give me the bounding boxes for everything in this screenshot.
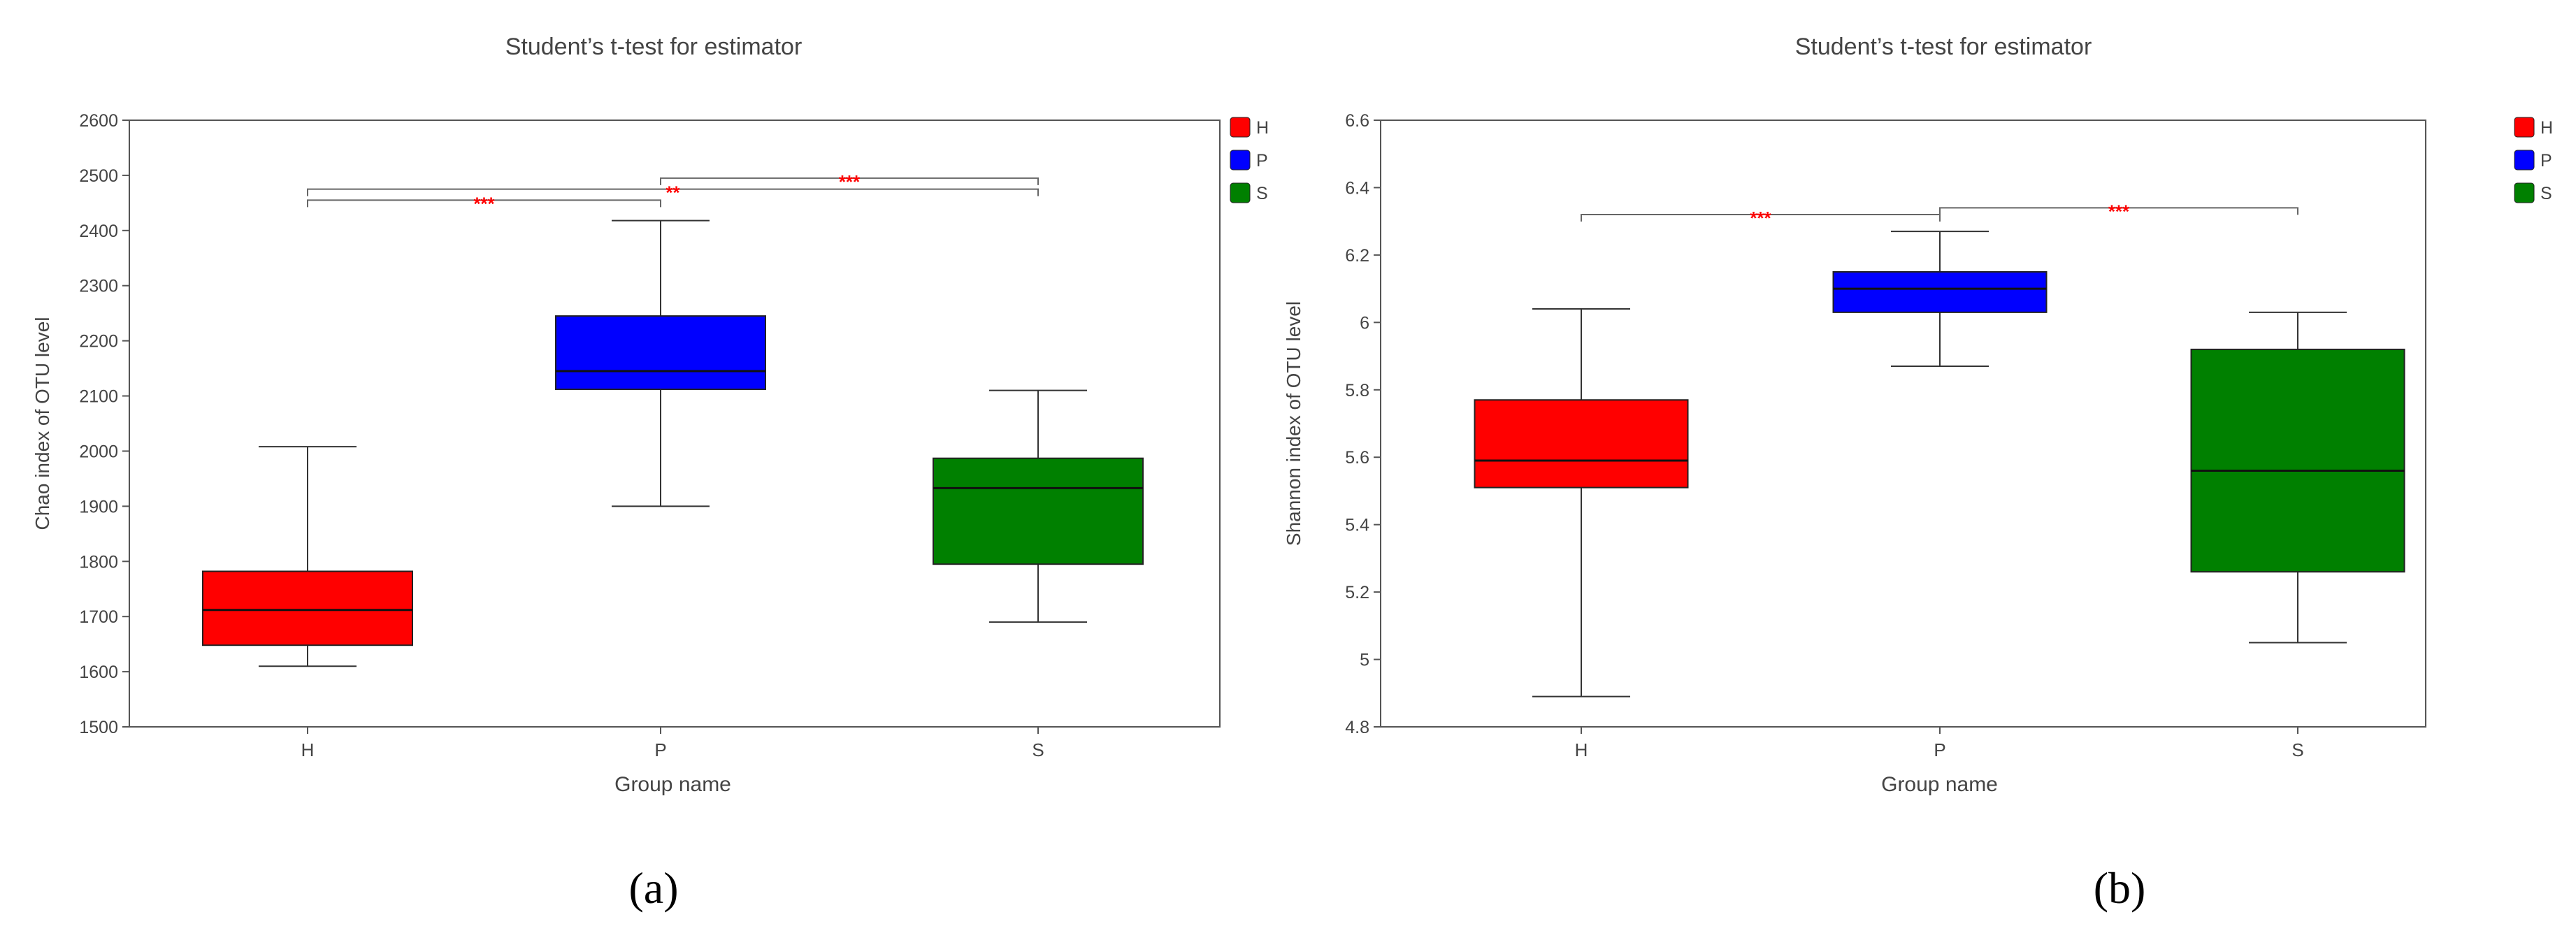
chart-title: Student’s t-test for estimator [1795, 34, 2092, 60]
bracket-line [660, 177, 1039, 185]
y-tick-label: 1600 [79, 663, 118, 682]
legend-label: S [2540, 184, 2552, 203]
legend-item-p: P [2514, 150, 2552, 171]
legend-swatch [1230, 117, 1251, 138]
significance-label: *** [1750, 208, 1771, 229]
significance-bracket: *** [1939, 201, 2298, 222]
legend-item-s: S [1230, 182, 1268, 203]
box-iqr [555, 315, 766, 391]
y-tick-label: 1500 [79, 718, 118, 737]
box-iqr [2190, 348, 2405, 573]
box-h [1474, 308, 1689, 697]
box-iqr [202, 570, 413, 646]
chart-shannon: Student’s t-test for estimator 4.8 5 5.2 5.4… [1283, 34, 2553, 913]
significance-label: ** [665, 182, 680, 203]
y-tick-label: 2200 [79, 332, 118, 352]
legend-swatch [2514, 117, 2535, 138]
x-tick-label: H [1575, 739, 1588, 760]
y-tick-label: 4.8 [1345, 718, 1369, 737]
x-tick-label: P [654, 739, 666, 760]
bracket-line [1939, 207, 2298, 215]
panel-caption: (b) [2094, 863, 2146, 913]
box-s [933, 389, 1144, 623]
significance-label: *** [839, 171, 861, 192]
y-tick-label: 6.4 [1345, 178, 1369, 198]
bracket-line [1581, 214, 1941, 222]
significance-bracket: *** [660, 171, 1039, 192]
box-iqr [1474, 399, 1689, 489]
y-tick-label: 5.4 [1345, 516, 1369, 535]
x-axis-label: Group name [614, 773, 731, 796]
box-iqr [1832, 271, 2048, 313]
legend-label: P [2540, 151, 2552, 171]
x-tick-label: H [301, 739, 315, 760]
y-tick-label: 2400 [79, 222, 118, 241]
y-tick-label: 2300 [79, 277, 118, 296]
y-tick-label: 1800 [79, 552, 118, 572]
legend-label: H [2540, 118, 2553, 138]
legend-item-p: P [1230, 150, 1268, 171]
box-h [202, 446, 413, 667]
y-tick-label: 2000 [79, 442, 118, 461]
y-tick-label: 1700 [79, 607, 118, 627]
significance-label: *** [2108, 201, 2130, 222]
x-tick-label: S [1032, 739, 1044, 760]
x-tick-label: P [1934, 739, 1945, 760]
x-axis-label: Group name [1881, 773, 1998, 796]
y-tick-label: 5.2 [1345, 583, 1369, 602]
legend-swatch [2514, 150, 2535, 171]
box-s [2190, 311, 2405, 644]
significance-bracket: ** [307, 182, 1039, 203]
legend-label: H [1256, 118, 1269, 138]
chart-chao: Student’s t-test for estimator 1500 1600 17… [31, 34, 1269, 913]
y-axis-label: Shannon index of OTU level [1283, 301, 1304, 546]
panel-caption: (a) [628, 863, 678, 913]
x-tick-label: S [2291, 739, 2303, 760]
y-tick-label: 5.8 [1345, 381, 1369, 400]
legend-item-h: H [2514, 117, 2553, 138]
plot-area [1380, 120, 2426, 728]
plot-area [129, 120, 1221, 728]
y-tick-label: 2600 [79, 111, 118, 131]
legend-swatch [1230, 182, 1251, 203]
legend-swatch [1230, 150, 1251, 171]
box-p [555, 219, 766, 507]
legend-swatch [2514, 182, 2535, 203]
y-tick-label: 6.6 [1345, 111, 1369, 131]
chart-title: Student’s t-test for estimator [505, 34, 803, 60]
legend-item-h: H [1230, 117, 1269, 138]
y-tick-label: 2500 [79, 166, 118, 186]
legend-label: S [1256, 184, 1268, 203]
significance-bracket: *** [1581, 208, 1941, 229]
y-tick-label: 6 [1360, 313, 1369, 333]
bracket-line [307, 188, 1039, 196]
y-axis-label: Chao index of OTU level [31, 317, 53, 530]
y-tick-label: 5 [1360, 651, 1369, 670]
y-tick-label: 1900 [79, 497, 118, 516]
significance-label: *** [473, 193, 495, 214]
y-tick-label: 2100 [79, 387, 118, 407]
legend-label: P [1256, 151, 1268, 171]
box-iqr [933, 457, 1144, 565]
y-tick-label: 5.6 [1345, 448, 1369, 468]
box-p [1832, 231, 2048, 368]
y-tick-label: 6.2 [1345, 246, 1369, 266]
bracket-line [307, 199, 661, 208]
significance-bracket: *** [307, 193, 661, 214]
legend-item-s: S [2514, 182, 2552, 203]
